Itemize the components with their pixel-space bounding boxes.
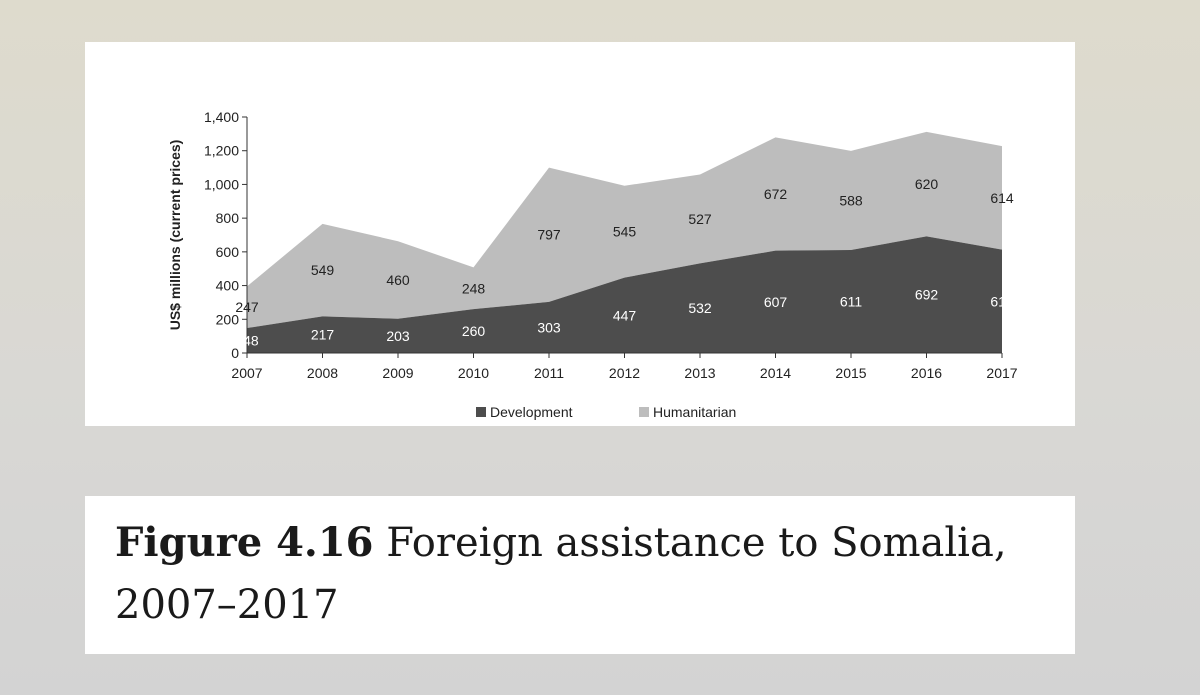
data-label-humanitarian: 460: [386, 272, 410, 288]
data-label-development: 148: [235, 333, 259, 349]
data-label-development: 203: [386, 328, 410, 344]
data-label-development: 692: [915, 287, 939, 303]
x-tick-label: 2008: [307, 365, 338, 381]
legend-label-development: Development: [490, 404, 573, 420]
data-label-humanitarian: 248: [462, 280, 486, 296]
x-tick-label: 2014: [760, 365, 791, 381]
x-tick-label: 2007: [231, 365, 262, 381]
figure-title: Foreign assistance to Somalia,: [386, 520, 1007, 566]
data-label-development: 613: [990, 293, 1014, 309]
x-tick-label: 2015: [835, 365, 866, 381]
data-label-humanitarian: 672: [764, 186, 788, 202]
data-label-humanitarian: 247: [235, 299, 259, 315]
area-development: [247, 236, 1002, 353]
data-label-development: 607: [764, 294, 788, 310]
chart-panel: 0 200 400 600 800 1,000 1,200 1,400 2007 2008 2009…: [85, 42, 1075, 426]
data-label-humanitarian: 588: [839, 192, 863, 208]
x-tick-label: 2010: [458, 365, 489, 381]
data-label-development: 447: [613, 307, 637, 323]
caption-panel: Figure 4.16 Foreign assistance to Somali…: [85, 496, 1075, 654]
data-label-humanitarian: 549: [311, 262, 335, 278]
data-label-humanitarian: 614: [990, 190, 1014, 206]
figure-title-line2: 2007–2017: [115, 582, 339, 628]
y-tick-label: 600: [216, 244, 240, 260]
y-tick-label: 0: [231, 345, 239, 361]
legend: Development Humanitarian: [476, 404, 736, 420]
legend-label-humanitarian: Humanitarian: [653, 404, 736, 420]
data-label-development: 611: [840, 294, 863, 310]
area-humanitarian: [247, 131, 1002, 329]
y-tick-label: 400: [216, 278, 240, 294]
y-tick-label: 1,000: [204, 176, 239, 192]
y-tick-label: 1,400: [204, 109, 239, 125]
data-label-humanitarian: 797: [537, 227, 561, 243]
legend-swatch-humanitarian: [639, 407, 649, 417]
y-tick-label: 200: [216, 311, 240, 327]
data-label-development: 260: [462, 323, 486, 339]
x-tick-label: 2009: [382, 365, 413, 381]
data-label-humanitarian: 545: [613, 224, 637, 240]
data-label-humanitarian: 620: [915, 176, 939, 192]
data-label-development: 217: [311, 327, 335, 343]
x-tick-label: 2011: [534, 365, 564, 381]
x-tick-label: 2012: [609, 365, 640, 381]
stacked-area-chart: 0 200 400 600 800 1,000 1,200 1,400 2007 2008 2009…: [167, 109, 1018, 420]
legend-swatch-development: [476, 407, 486, 417]
data-label-development: 532: [688, 300, 712, 316]
y-tick-label: 800: [216, 210, 240, 226]
x-tick-label: 2013: [684, 365, 715, 381]
y-axis-title: US$ millions (current prices): [167, 140, 183, 331]
figure-caption: Figure 4.16 Foreign assistance to Somali…: [115, 512, 1065, 636]
x-tick-label: 2016: [911, 365, 942, 381]
figure-number: Figure 4.16: [115, 519, 374, 566]
x-tick-label: 2017: [986, 365, 1017, 381]
data-label-development: 303: [537, 319, 561, 335]
data-label-humanitarian: 527: [688, 211, 712, 227]
y-tick-label: 1,200: [204, 143, 239, 159]
